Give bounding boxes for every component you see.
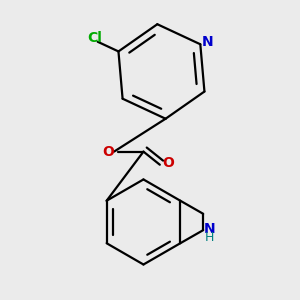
Text: Cl: Cl — [87, 31, 102, 45]
Text: O: O — [102, 145, 114, 159]
Text: O: O — [162, 156, 174, 170]
Text: N: N — [202, 35, 213, 49]
Text: H: H — [204, 231, 214, 244]
Text: N: N — [203, 222, 215, 236]
